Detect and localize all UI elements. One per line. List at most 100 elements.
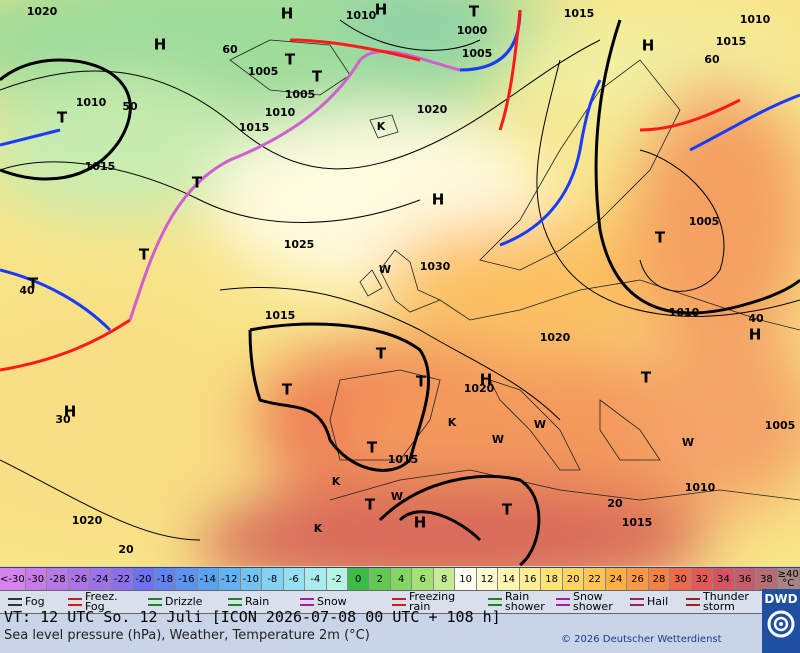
map-label: 20 <box>607 497 623 510</box>
scale-swatch: 18 <box>541 568 563 590</box>
pressure-center: H <box>642 37 655 55</box>
scale-swatch: -18 <box>154 568 177 590</box>
map-label: K <box>377 120 386 133</box>
scale-swatch: 30 <box>670 568 692 590</box>
copyright: © 2026 Deutscher Wetterdienst <box>561 634 722 645</box>
pressure-center: H <box>432 191 445 209</box>
legend-icon <box>148 598 162 606</box>
map-label: 1020 <box>464 382 495 395</box>
scale-swatch: 14 <box>498 568 520 590</box>
valid-time: VT: 12 UTC So. 12 Juli [ICON 2026-07-08 … <box>4 608 501 626</box>
pressure-center: T <box>285 51 296 69</box>
dwd-logo: DWD <box>762 589 800 653</box>
map-label: 50 <box>122 100 138 113</box>
scale-above: ≥40 °C <box>777 568 800 590</box>
pressure-center: T <box>282 381 293 399</box>
map-label: 1005 <box>285 88 316 101</box>
scale-swatch: -12 <box>219 568 241 590</box>
scale-swatch: 22 <box>584 568 606 590</box>
weather-symbol-legend: Fog Freez. Fog Drizzle Rain Snow Freezing rai… <box>0 590 762 614</box>
pressure-center: T <box>502 501 513 519</box>
map-label: W <box>379 263 391 276</box>
legend-item: Fog <box>8 591 45 613</box>
legend-icon <box>488 598 502 606</box>
scale-swatch: -30 <box>25 568 48 590</box>
scale-swatch: 38 <box>756 568 778 590</box>
map-label: 1010 <box>685 481 716 494</box>
map-label: 60 <box>704 53 720 66</box>
legend-icon <box>8 598 22 606</box>
map-label: 1015 <box>388 453 419 466</box>
map-label: 1010 <box>265 106 296 119</box>
scale-below: <-30 <box>0 568 26 590</box>
pressure-center: H <box>281 5 294 23</box>
scale-swatch: -8 <box>262 568 284 590</box>
map-label: W <box>534 418 546 431</box>
legend-label: Hail <box>647 595 669 608</box>
scale-swatch: -14 <box>197 568 220 590</box>
scale-swatch: 10 <box>455 568 477 590</box>
scale-swatch: -26 <box>68 568 91 590</box>
legend-icon <box>300 598 314 606</box>
temperature-field <box>0 0 800 566</box>
pressure-center: T <box>28 275 39 293</box>
map-label: K <box>448 416 457 429</box>
map-label: 1005 <box>462 47 493 60</box>
map-label: 1015 <box>239 121 270 134</box>
legend-icon <box>686 598 700 606</box>
map-label: 40 <box>748 312 764 325</box>
map-label: 1010 <box>346 9 377 22</box>
subtitle: Sea level pressure (hPa), Weather, Tempe… <box>4 628 370 643</box>
legend-item: Thunder storm <box>686 591 753 613</box>
map-label: W <box>492 433 504 446</box>
pressure-center: H <box>414 514 427 532</box>
pressure-center: H <box>480 371 493 389</box>
pressure-center: H <box>749 326 762 344</box>
pressure-center: T <box>367 439 378 457</box>
scale-swatch: 16 <box>519 568 542 590</box>
map-label: W <box>391 490 403 503</box>
logo-swirl <box>767 610 795 638</box>
scale-swatch: -4 <box>305 568 327 590</box>
legend-item: Rain <box>228 591 269 613</box>
map-label: 20 <box>118 543 134 556</box>
scale-swatch: -20 <box>133 568 155 590</box>
legend-label: Thunder storm <box>703 590 749 613</box>
scale-swatch: 20 <box>562 568 585 590</box>
legend-item: Hail <box>630 591 668 613</box>
bold-isobars <box>0 19 800 566</box>
map-label: W <box>682 436 694 449</box>
legend-item: Freezing rain <box>392 591 459 613</box>
legend-icon <box>392 598 406 606</box>
scale-swatch: -16 <box>176 568 198 590</box>
legend-item: Rain shower <box>488 591 555 613</box>
map-label: 1005 <box>248 65 279 78</box>
scale-swatch: -10 <box>240 568 263 590</box>
legend-label: Freez. Fog <box>85 590 118 613</box>
map-label: 1010 <box>740 13 771 26</box>
scale-swatch: -6 <box>283 568 306 590</box>
legend-item: Snow <box>300 591 347 613</box>
map-label: 1030 <box>420 260 451 273</box>
map-label: 30 <box>55 413 71 426</box>
pressure-center: H <box>64 403 77 421</box>
map-label: 1010 <box>669 306 700 319</box>
pressure-center: T <box>416 373 427 391</box>
pressure-center: T <box>57 109 68 127</box>
map-label: 1020 <box>72 514 103 527</box>
map-label: 60 <box>222 43 238 56</box>
scale-swatch: -22 <box>111 568 134 590</box>
scale-swatch: 24 <box>605 568 628 590</box>
scale-swatch: -28 <box>47 568 69 590</box>
legend-label: Snow shower <box>573 590 613 613</box>
scale-swatch: 4 <box>390 568 413 590</box>
legend-label: Rain shower <box>505 590 545 613</box>
scale-swatch: 28 <box>648 568 671 590</box>
map-label: 1020 <box>540 331 571 344</box>
pressure-center: T <box>641 369 652 387</box>
map-label: 1015 <box>265 309 296 322</box>
scale-swatch: 8 <box>433 568 456 590</box>
scale-swatch: 6 <box>412 568 434 590</box>
